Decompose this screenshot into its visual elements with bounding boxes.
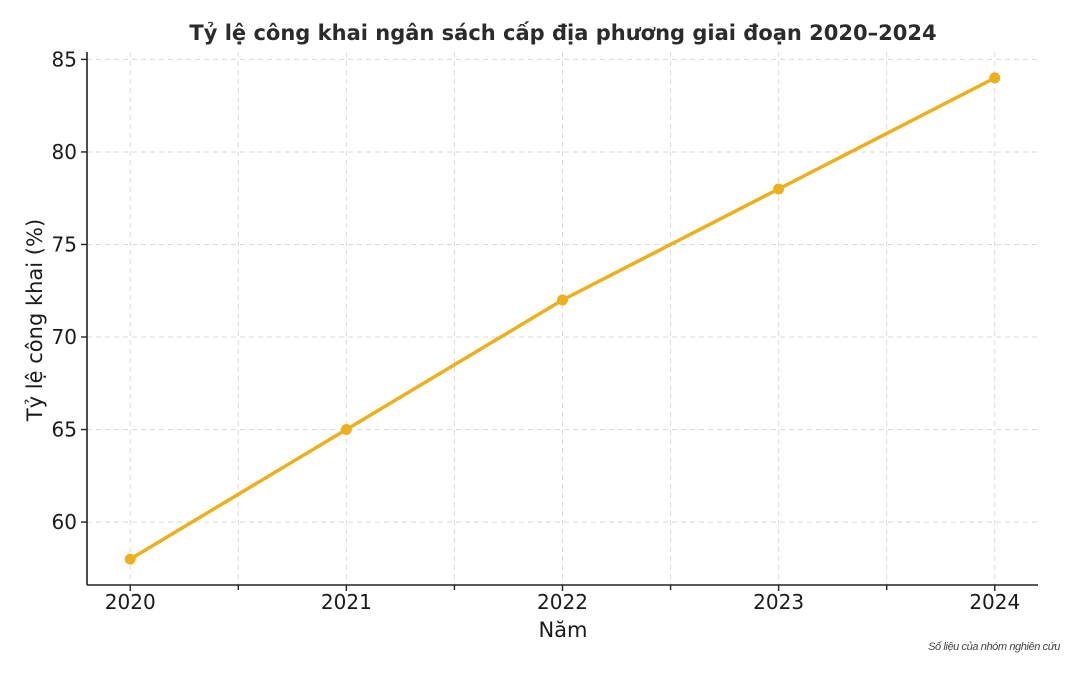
y-tick-label: 70 xyxy=(52,325,77,349)
data-point xyxy=(557,294,568,306)
ticks-layer: 60 65 70 75 80 85 2020 2021 2022 2023 2024 xyxy=(52,47,1021,614)
x-axis-label: Năm xyxy=(538,618,587,642)
y-tick-label: 60 xyxy=(52,510,77,534)
source-note: Số liệu của nhóm nghiên cứu xyxy=(928,641,1060,653)
x-tick-label: 2020 xyxy=(105,590,156,614)
data-point xyxy=(773,183,785,195)
series-layer xyxy=(124,72,1001,565)
data-point xyxy=(340,424,352,436)
x-tick-label: 2021 xyxy=(321,590,372,614)
y-tick-label: 65 xyxy=(52,418,77,442)
x-tick-label: 2024 xyxy=(969,590,1020,614)
y-tick-label: 80 xyxy=(52,140,77,164)
data-point xyxy=(989,72,1001,84)
y-tick-label: 85 xyxy=(52,47,77,71)
y-axis-label: Tỷ lệ công khai (%) xyxy=(23,219,47,422)
x-tick-label: 2022 xyxy=(537,590,588,614)
x-tick-label: 2023 xyxy=(753,590,804,614)
grid-layer xyxy=(87,52,1038,585)
data-point xyxy=(124,553,136,565)
y-tick-label: 75 xyxy=(52,232,77,256)
chart-title: Tỷ lệ công khai ngân sách cấp địa phương… xyxy=(189,21,936,45)
